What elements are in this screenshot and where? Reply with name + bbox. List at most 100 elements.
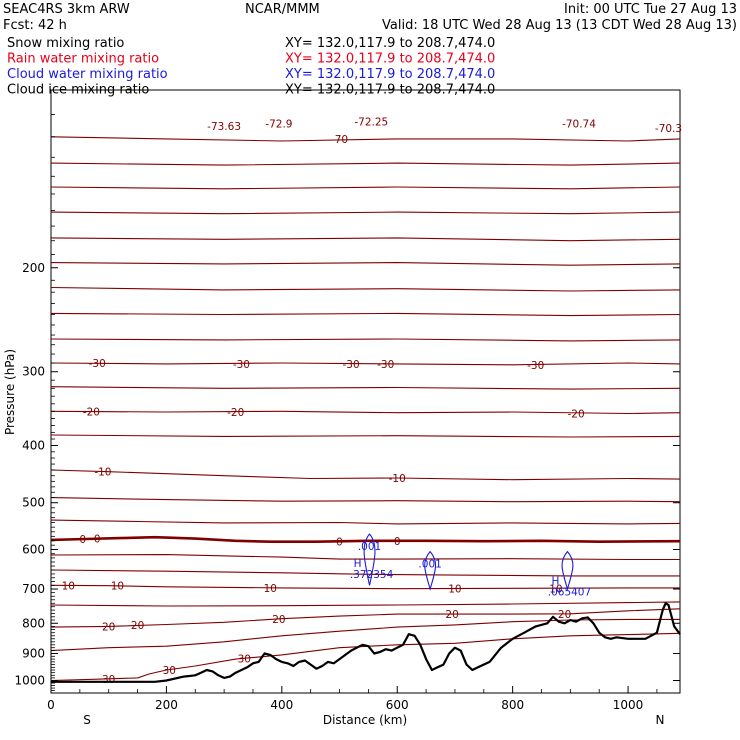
plot-frame	[50, 89, 681, 694]
y-tick-label: 800	[22, 616, 45, 630]
temperature-contours	[50, 136, 681, 682]
temperature-contour	[50, 519, 681, 525]
field-legend-label: Cloud water mixing ratio	[7, 67, 168, 82]
valid-time: Valid: 18 UTC Wed 28 Aug 13 (13 CDT Wed …	[382, 18, 737, 33]
cloud-water-min-label: .001	[358, 541, 381, 553]
model-name: SEAC4RS 3km ARW	[3, 2, 130, 17]
x-tick-label: 200	[155, 698, 178, 712]
y-tick-label: 600	[22, 542, 45, 556]
contour-label: 20	[445, 609, 458, 621]
temperature-contour	[50, 286, 681, 292]
contour-label: -30	[233, 359, 250, 371]
contour-label: -10	[389, 473, 406, 485]
contour-label: 0	[79, 534, 86, 546]
y-tick-label: 1000	[14, 673, 45, 687]
temperature-contour	[50, 569, 680, 577]
init-time: Init: 00 UTC Tue 27 Aug 13	[564, 2, 737, 17]
contour-label: -30	[377, 359, 394, 371]
contour-label: 10	[549, 583, 562, 595]
cloud-water-high-marker: H	[354, 558, 362, 570]
x-tick-label: 400	[270, 698, 293, 712]
temperature-contour-30	[50, 632, 681, 682]
temperature-contour--20	[50, 410, 681, 415]
contour-label: -72.9	[265, 119, 292, 131]
temperature-contour	[50, 312, 681, 317]
cloud-water-contour	[424, 550, 437, 591]
contour-label: 20	[272, 614, 285, 626]
x-tick-label: 600	[386, 698, 409, 712]
temperature-contour	[50, 162, 681, 166]
contour-label: -70.74	[562, 119, 596, 131]
organization: NCAR/MMM	[245, 2, 320, 17]
contour-label: 20	[102, 621, 115, 633]
contour-label: -10	[94, 467, 111, 479]
contour-label: 30	[102, 674, 115, 686]
cloud-water-high-marker: H	[552, 576, 560, 588]
terrain-surface	[51, 602, 681, 683]
contour-label: -20	[83, 406, 100, 418]
temperature-contour	[50, 434, 681, 438]
field-legend: Snow mixing ratio XY= 132.0,117.9 to 208.…	[7, 36, 495, 98]
temperature-contour	[50, 497, 681, 503]
x-axis-left-end-label: S	[83, 713, 91, 727]
x-tick-label: 0	[47, 698, 55, 712]
contour-label: 0	[94, 534, 101, 546]
y-tick-label: 300	[22, 365, 45, 379]
cloud-water-max-label: .065407	[548, 587, 591, 599]
contour-label: 30	[163, 665, 176, 677]
temperature-contour	[50, 211, 681, 215]
temperature-contour-20	[50, 608, 681, 628]
y-tick-label: 200	[22, 261, 45, 275]
contour-label: -30	[89, 358, 106, 370]
contour-label: -73.63	[207, 121, 241, 133]
forecast-hour: Fcst: 42 h	[3, 18, 67, 33]
y-tick-label: 900	[22, 646, 45, 660]
temperature-contour	[50, 262, 681, 266]
contour-label: -72.25	[354, 116, 388, 128]
y-axis-label: Pressure (hPa)	[3, 349, 17, 435]
contour-label: 10	[111, 581, 124, 593]
x-tick-label: 1000	[613, 698, 644, 712]
contour-label: 20	[131, 620, 144, 632]
contour-label: 0	[336, 537, 343, 549]
contour-label: 30	[238, 654, 251, 666]
temperature-contour-0	[50, 535, 681, 544]
cloud-water-contour	[561, 550, 574, 591]
temperature-contour	[50, 186, 681, 190]
x-tick-label: 800	[501, 698, 524, 712]
contour-label: 20	[558, 609, 571, 621]
x-axis-label: Distance (km)	[323, 713, 407, 727]
y-tick-label: 400	[22, 439, 45, 453]
y-tick-label: 500	[22, 496, 45, 510]
field-legend-xy: XY= 132.0,117.9 to 208.7,474.0	[285, 52, 495, 67]
contour-label: 10	[448, 584, 461, 596]
contour-label: -20	[227, 407, 244, 419]
temperature-contour	[50, 338, 681, 342]
temperature-contour--10	[50, 469, 681, 481]
x-axis-ticks: 0 200 400 600 800 1000	[47, 686, 658, 712]
terrain-line	[51, 602, 681, 683]
temperature-contour	[50, 237, 681, 242]
temperature-contour--70	[50, 136, 681, 142]
contour-label: -70.3	[655, 123, 682, 135]
field-legend-label: Rain water mixing ratio	[7, 52, 159, 67]
cloud-water-contour	[363, 533, 376, 586]
temperature-contour--30	[50, 362, 681, 366]
temperature-contour	[50, 601, 681, 607]
temperature-contour-10	[50, 584, 680, 590]
field-legend-label: Snow mixing ratio	[7, 36, 124, 51]
cloud-water-max-label: .372354	[350, 569, 394, 581]
y-tick-label: 700	[22, 582, 45, 596]
contour-label: -30	[343, 359, 360, 371]
contour-label: 10	[264, 583, 277, 595]
contour-label: -30	[527, 360, 544, 372]
cloud-water-min-label: .001	[418, 559, 441, 571]
field-legend-xy: XY= 132.0,117.9 to 208.7,474.0	[285, 36, 495, 51]
contour-label: 0	[394, 536, 401, 548]
contour-label: -70	[331, 134, 348, 146]
temperature-contour	[50, 386, 681, 390]
field-legend-xy: XY= 132.0,117.9 to 208.7,474.0	[285, 67, 495, 82]
